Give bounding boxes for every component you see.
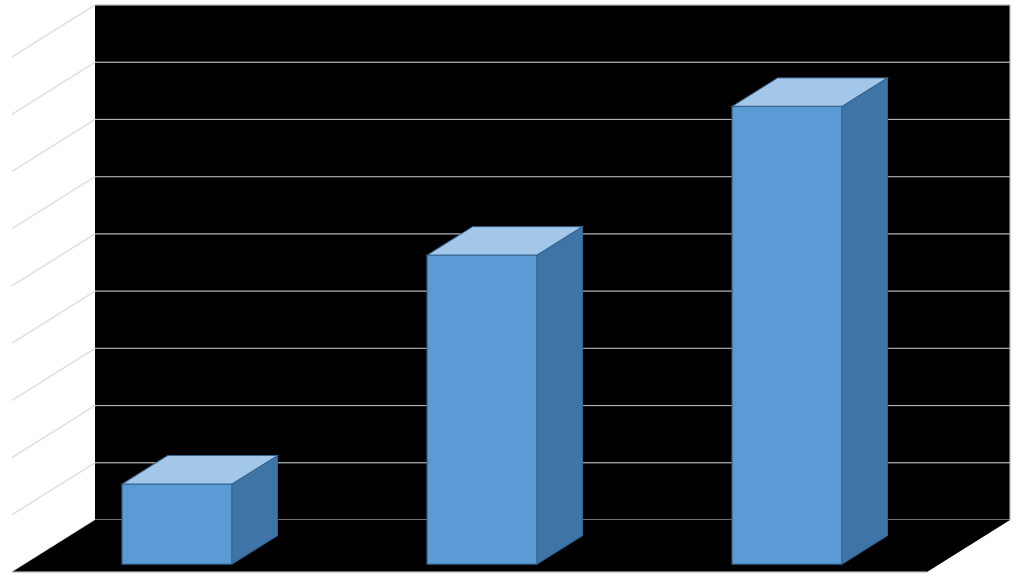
bar xyxy=(427,227,582,565)
gridline-side xyxy=(12,62,95,114)
bar xyxy=(122,455,277,564)
gridline-side xyxy=(12,463,95,515)
gridline-side xyxy=(12,234,95,286)
gridline-side xyxy=(12,177,95,229)
gridline-side xyxy=(12,406,95,458)
gridline-side xyxy=(12,291,95,343)
gridline-side xyxy=(12,5,95,57)
gridline-side xyxy=(12,119,95,171)
bar xyxy=(732,78,887,564)
bar-chart-3d xyxy=(0,0,1024,580)
gridline-side xyxy=(12,348,95,400)
